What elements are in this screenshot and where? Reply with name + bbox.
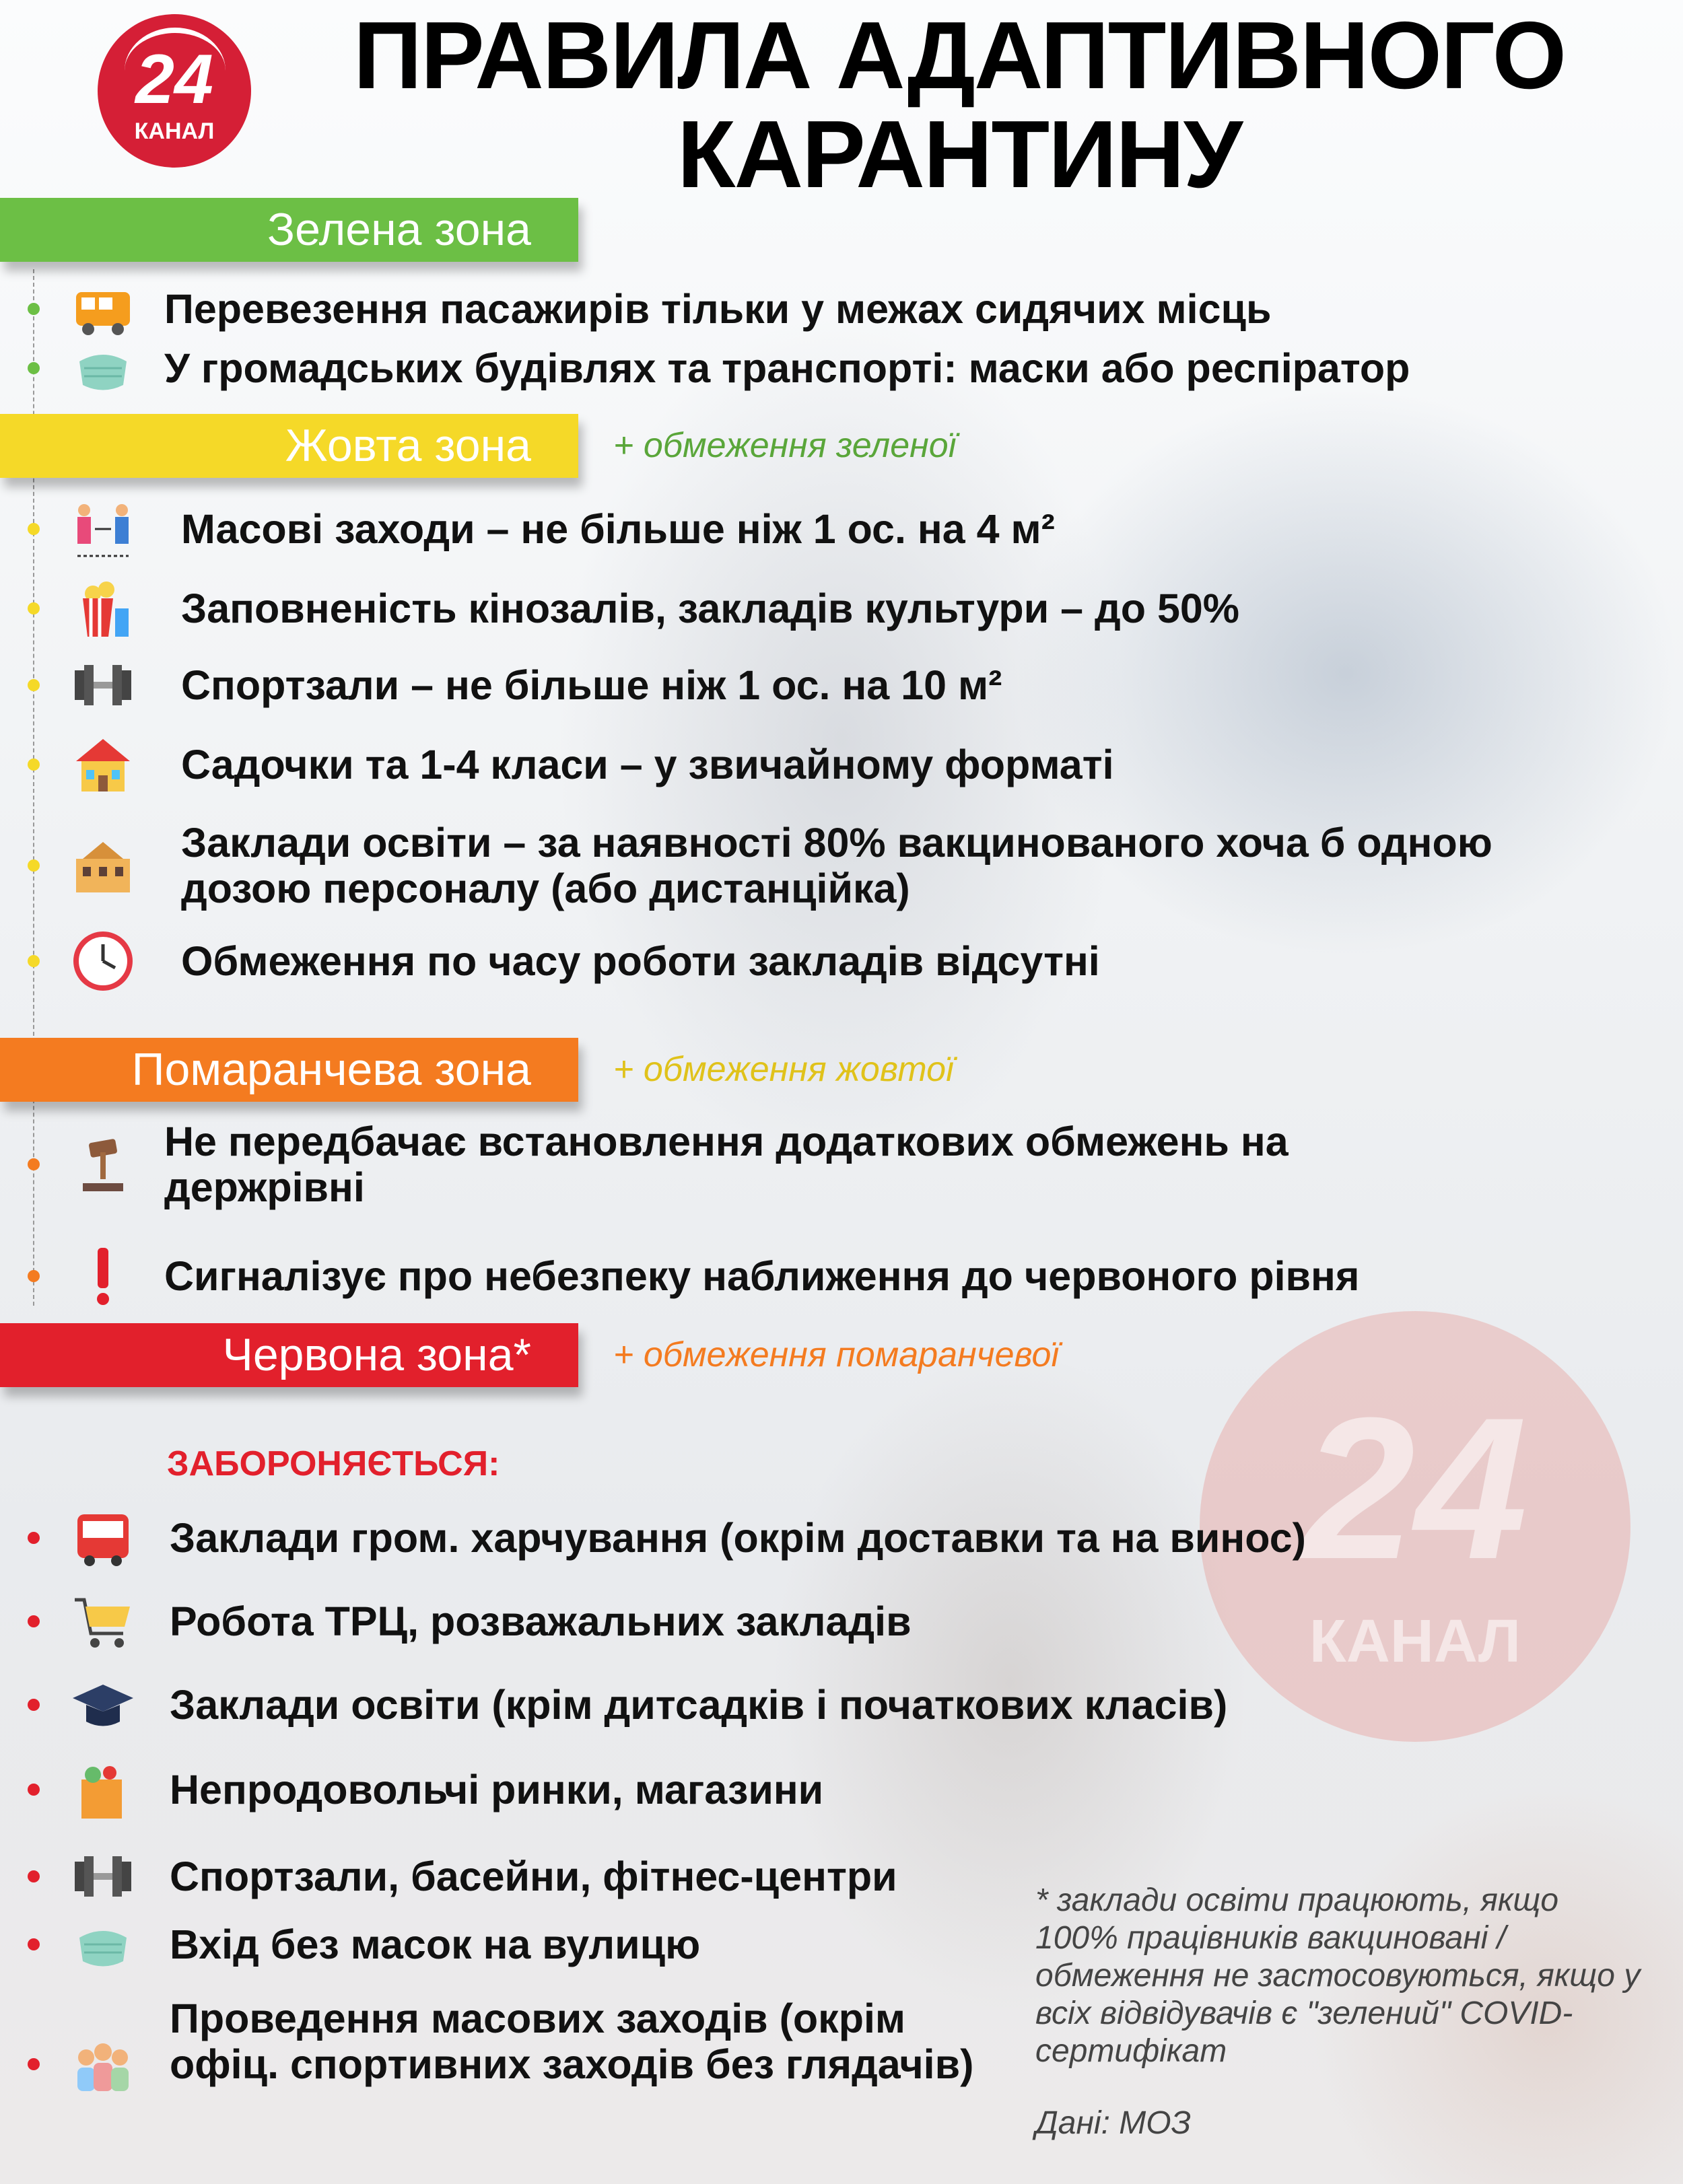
zone-item-yellow: Заклади освіти – за наявності 80% вакцин… (181, 820, 1492, 911)
zone-note-yellow: + обмеження зеленої (613, 426, 957, 465)
watermark-logo: 24 КАНАЛ (1200, 1311, 1630, 1742)
zone-item-yellow: Масові заходи – не більше ніж 1 ос. на 4… (181, 506, 1055, 552)
zone-item-yellow: Садочки та 1-4 класи – у звичайному форм… (181, 742, 1114, 787)
zone-item-red: Заклади освіти (крім дитсадків і початко… (170, 1682, 1228, 1728)
mask-icon (69, 334, 137, 402)
bullet-dot (28, 1158, 40, 1170)
zone-label: Зелена зона (267, 204, 531, 255)
zone-item-yellow: Заповненість кінозалів, закладів культур… (181, 586, 1240, 631)
zone-header-yellow: Жовта зона (0, 414, 578, 478)
bullet-dot (28, 1532, 40, 1544)
zone-item-green: У громадських будівлях та транспорті: ма… (164, 345, 1410, 391)
zone-item-red: Вхід без масок на вулицю (170, 1922, 701, 1967)
page-title-line1: ПРАВИЛА АДАПТИВНОГО (353, 2, 1567, 109)
dumbbell-icon (69, 1843, 137, 1910)
source-label: Дані: МОЗ (1035, 2105, 1192, 2141)
zone-note-orange: + обмеження жовтої (613, 1050, 954, 1089)
bullet-dot (28, 1784, 40, 1796)
zone-header-red: Червона зона* (0, 1323, 578, 1387)
page-title-line2: КАРАНТИНУ (677, 101, 1243, 208)
zone-item-red: Спортзали, басейни, фітнес-центри (170, 1854, 897, 1899)
zone-note-red: + обмеження помаранчевої (613, 1335, 1059, 1374)
popcorn-icon (69, 575, 137, 642)
school-icon (69, 832, 137, 899)
bullet-dot (28, 679, 40, 691)
zone-label: Червона зона* (222, 1329, 531, 1380)
exclamation-icon (69, 1242, 137, 1310)
zone-item-green: Перевезення пасажирів тільки у межах сид… (164, 286, 1272, 332)
footnote: * заклади освіти працюють, якщо 100% пра… (1035, 1882, 1641, 2069)
bullet-dot (28, 303, 40, 315)
dumbbell-icon (69, 651, 137, 719)
zone-item-yellow: Спортзали – не більше ніж 1 ос. на 10 м² (181, 662, 1002, 708)
zone-item-yellow: Обмеження по часу роботи закладів відсут… (181, 938, 1100, 984)
clock-icon (69, 927, 137, 995)
crowd-icon (69, 2031, 137, 2098)
food-truck-icon (69, 1504, 137, 1572)
zone-item-orange: Сигналізує про небезпеку наближення до ч… (164, 1253, 1360, 1299)
bullet-dot (28, 1938, 40, 1950)
zone-item-red: Непродовольчі ринки, магазини (170, 1767, 824, 1812)
kindergarten-icon (69, 731, 137, 798)
bullet-dot (28, 1870, 40, 1882)
graduation-cap-icon (69, 1671, 137, 1738)
mask-icon (69, 1911, 137, 1978)
bullet-dot (28, 1699, 40, 1711)
zone-item-orange: Не передбачає встановлення додаткових об… (164, 1119, 1289, 1210)
zone-label: Жовта зона (285, 420, 531, 471)
shopping-cart-icon (69, 1588, 137, 1655)
gavel-icon (69, 1131, 137, 1198)
zone-label: Помаранчева зона (131, 1044, 531, 1095)
zone-item-red: Робота ТРЦ, розважальних закладів (170, 1598, 912, 1644)
bullet-dot (28, 602, 40, 614)
bullet-dot (28, 955, 40, 967)
timeline-line (33, 269, 34, 1306)
bullet-dot (28, 759, 40, 771)
zone-header-orange: Помаранчева зона (0, 1038, 578, 1102)
zone-header-green: Зелена зона (0, 198, 578, 262)
grocery-bag-icon (69, 1756, 137, 1823)
zone-item-red: Проведення масових заходів (окрім офіц. … (170, 1996, 974, 2087)
people-distance-icon (69, 495, 137, 563)
forbidden-label: ЗАБОРОНЯЄТЬСЯ: (167, 1444, 500, 1483)
zone-item-red: Заклади гром. харчування (окрім доставки… (170, 1515, 1306, 1561)
bullet-dot (28, 1615, 40, 1627)
bullet-dot (28, 2058, 40, 2070)
channel-24-logo: 24 КАНАЛ (98, 14, 251, 168)
bullet-dot (28, 859, 40, 872)
bullet-dot (28, 1270, 40, 1282)
bullet-dot (28, 523, 40, 535)
bus-icon (69, 275, 137, 343)
bullet-dot (28, 362, 40, 374)
